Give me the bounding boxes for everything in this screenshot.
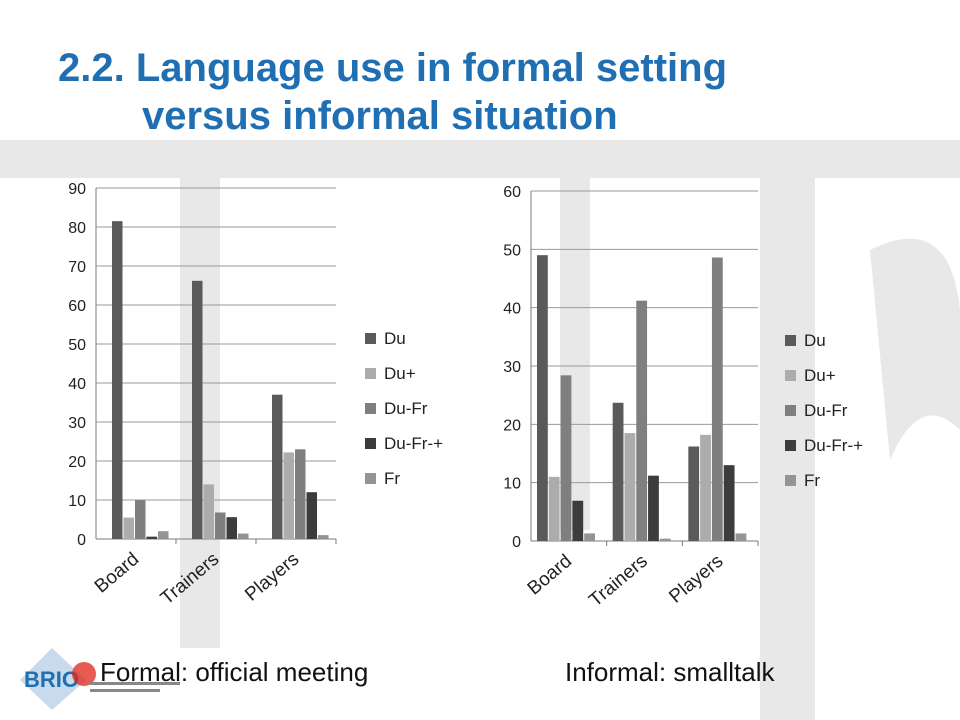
y-tick-label: 60 xyxy=(503,184,521,201)
caption-informal: Informal: smalltalk xyxy=(565,657,775,687)
bar-du--players xyxy=(283,452,294,539)
y-tick-label: 20 xyxy=(68,454,86,471)
bar-fr-players xyxy=(318,535,329,539)
x-category-label: Trainers xyxy=(585,551,651,611)
bar-fr-board xyxy=(584,533,595,541)
legend-swatch xyxy=(785,440,796,451)
bar-du-fr--board xyxy=(572,500,584,541)
bar-du--trainers xyxy=(203,484,214,539)
legend-label: Du+ xyxy=(804,366,836,385)
bar-du--board xyxy=(548,476,560,541)
slide-title-line-2: versus informal situation xyxy=(142,94,618,138)
y-tick-label: 0 xyxy=(512,534,521,551)
legend-label: Du-Fr xyxy=(804,401,848,420)
x-category-label: Players xyxy=(241,549,303,606)
bar-du-fr-players xyxy=(295,449,306,539)
formal-chart: 0 10 20 30 40 50 60 70 80 90 Board Trainers Players D… xyxy=(68,181,443,609)
y-tick-label: 0 xyxy=(77,532,86,549)
bar-du-players xyxy=(272,394,283,539)
legend-label: Du+ xyxy=(384,364,416,383)
bar-du-players xyxy=(688,446,700,541)
legend-swatch xyxy=(365,403,376,414)
bar-du--trainers xyxy=(624,433,636,541)
legend-label: Du xyxy=(384,329,406,348)
bar-du-fr-trainers xyxy=(636,300,648,541)
legend-label: Fr xyxy=(804,471,820,490)
y-tick-label: 50 xyxy=(68,337,86,354)
legend-swatch xyxy=(365,438,376,449)
bar-fr-players xyxy=(735,533,747,541)
bar-du-fr-trainers xyxy=(215,512,226,539)
bar-du-fr--trainers xyxy=(648,475,659,541)
x-category-label: Board xyxy=(91,549,143,598)
bar-du-board xyxy=(537,255,548,541)
y-tick-label: 40 xyxy=(503,301,521,318)
y-tick-label: 10 xyxy=(503,476,521,493)
bar-du-trainers xyxy=(192,280,203,539)
legend-label: Du-Fr-+ xyxy=(804,436,863,455)
legend-swatch xyxy=(785,335,796,346)
y-tick-label: 90 xyxy=(68,181,86,198)
x-category-label: Players xyxy=(665,551,727,608)
x-category-label: Trainers xyxy=(157,549,223,609)
bar-du-fr-board xyxy=(135,500,146,539)
bar-du-fr--players xyxy=(306,492,317,539)
y-tick-label: 20 xyxy=(503,417,521,434)
y-tick-label: 50 xyxy=(503,242,521,259)
y-tick-label: 10 xyxy=(68,493,86,510)
legend-label: Fr xyxy=(384,469,400,488)
legend-swatch xyxy=(785,475,796,486)
informal-chart: 0 10 20 30 40 50 60 Board Trainers Players Du Du+ Du… xyxy=(503,184,863,611)
x-category-label: Board xyxy=(524,551,576,600)
bar-du-fr--board xyxy=(146,536,157,539)
y-tick-label: 70 xyxy=(68,259,86,276)
bar-du--board xyxy=(123,517,134,539)
slide-title-line-1: 2.2. Language use in formal setting xyxy=(58,46,728,90)
legend-swatch xyxy=(785,370,796,381)
logo-text: BRIO xyxy=(24,667,79,692)
legend-label: Du xyxy=(804,331,826,350)
bar-fr-trainers xyxy=(238,533,249,539)
y-tick-label: 30 xyxy=(68,415,86,432)
legend-label: Du-Fr xyxy=(384,399,428,418)
y-tick-label: 60 xyxy=(68,298,86,315)
bar-du-fr-board xyxy=(560,375,572,541)
legend-swatch xyxy=(365,368,376,379)
brio-logo: BRIO xyxy=(20,648,180,710)
y-tick-label: 40 xyxy=(68,376,86,393)
legend-swatch xyxy=(785,405,796,416)
bar-fr-trainers xyxy=(659,538,671,541)
y-tick-label: 30 xyxy=(503,359,521,376)
bar-du-fr-players xyxy=(711,257,723,541)
legend-swatch xyxy=(365,333,376,344)
bar-du-trainers xyxy=(612,402,624,541)
legend-swatch xyxy=(365,473,376,484)
bar-du-fr--players xyxy=(723,465,735,541)
y-tick-label: 80 xyxy=(68,220,86,237)
legend-label: Du-Fr-+ xyxy=(384,434,443,453)
bar-fr-board xyxy=(158,531,169,539)
bar-du-board xyxy=(112,221,123,539)
bar-du--players xyxy=(700,434,711,541)
bar-du-fr--trainers xyxy=(226,517,237,539)
